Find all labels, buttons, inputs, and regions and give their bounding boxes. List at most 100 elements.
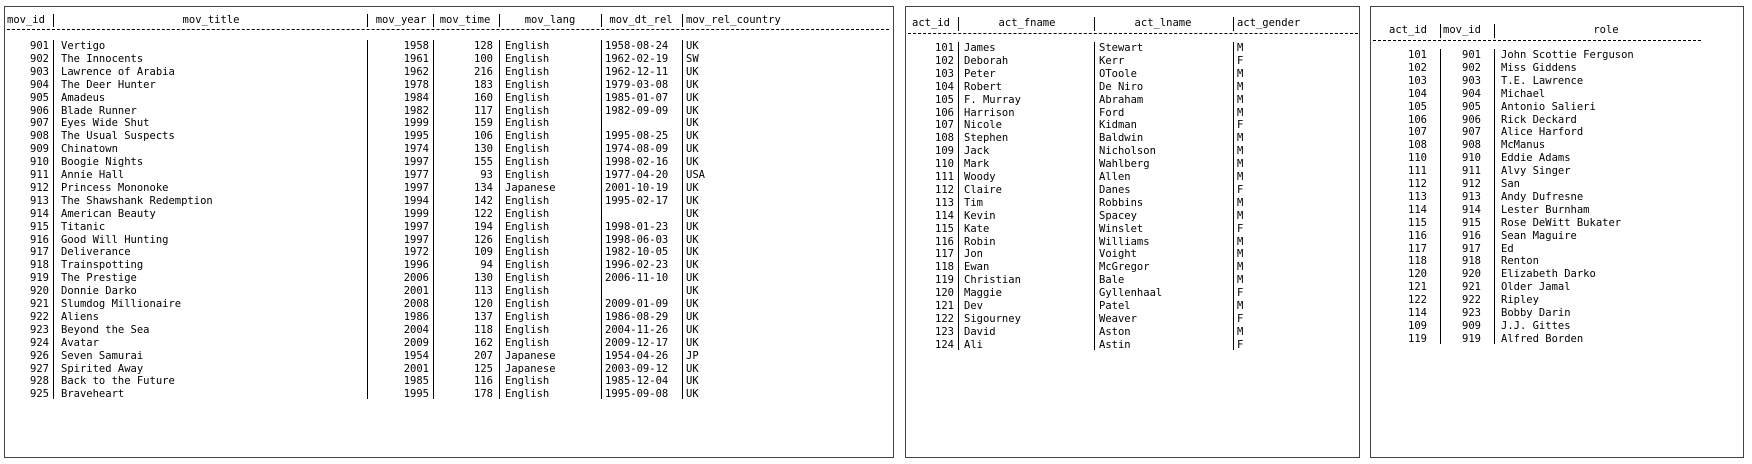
cell-mov-rel-country: UK bbox=[686, 298, 699, 310]
cell-mov-year: 1999 bbox=[403, 207, 429, 220]
column-divider bbox=[1094, 17, 1095, 31]
cell-mov-id: 917 bbox=[1462, 242, 1481, 255]
cell-mov-time: 137 bbox=[474, 310, 493, 323]
cell-act-fname: Harrison bbox=[964, 106, 1015, 119]
cell-mov-title: Boogie Nights bbox=[61, 156, 144, 169]
cell-mov-title: The Deer Hunter bbox=[61, 78, 156, 91]
cell-mov-rel-country: UK bbox=[686, 310, 699, 323]
column-divider bbox=[958, 42, 959, 350]
cell-mov-dt-rel: 1958-08-24 bbox=[605, 40, 669, 52]
cell-mov-time: 160 bbox=[474, 91, 493, 104]
cell-act-id: 115 bbox=[1408, 216, 1427, 229]
cell-mov-title: Chinatown bbox=[61, 143, 118, 156]
cell-mov-rel-country: UK bbox=[686, 323, 699, 336]
cell-act-id: 117 bbox=[1408, 242, 1427, 255]
cell-act-gender: F bbox=[1237, 119, 1244, 132]
cell-mov-dt-rel: 2006-11-10 bbox=[605, 272, 669, 285]
cell-mov-rel-country: UK bbox=[686, 233, 699, 246]
cell-act-fname: Ewan bbox=[964, 261, 990, 274]
cell-role: Ed bbox=[1501, 242, 1514, 255]
cell-mov-lang: English bbox=[505, 233, 550, 246]
cell-mov-year: 2001 bbox=[403, 285, 429, 298]
cell-role: Alvy Singer bbox=[1501, 165, 1571, 178]
cell-mov-rel-country: UK bbox=[686, 65, 699, 78]
cell-act-gender: M bbox=[1237, 209, 1244, 222]
cell-role: Alfred Borden bbox=[1501, 332, 1584, 345]
cell-act-gender: M bbox=[1237, 132, 1244, 145]
cell-act-lname: Stewart bbox=[1099, 42, 1144, 54]
cell-mov-lang: English bbox=[505, 336, 550, 349]
cell-mov-id: 901 bbox=[30, 40, 49, 52]
cell-act-gender: M bbox=[1237, 93, 1244, 106]
cell-act-lname: Gyllenhaal bbox=[1099, 287, 1163, 300]
cell-mov-rel-country: UK bbox=[686, 285, 699, 298]
cell-mov-dt-rel: 2009-12-17 bbox=[605, 336, 669, 349]
cell-role: Lester Burnham bbox=[1501, 203, 1590, 216]
cell-act-lname: McGregor bbox=[1099, 261, 1150, 274]
cell-mov-time: 118 bbox=[474, 323, 493, 336]
cell-act-lname: Voight bbox=[1099, 248, 1137, 261]
cell-mov-year: 1994 bbox=[403, 194, 429, 207]
column-divider bbox=[958, 17, 959, 31]
cell-mov-time: 178 bbox=[474, 388, 493, 401]
cell-act-id: 124 bbox=[935, 338, 954, 351]
cell-mov-rel-country: UK bbox=[686, 181, 699, 194]
cell-mov-rel-country: UK bbox=[686, 78, 699, 91]
cell-mov-year: 1997 bbox=[403, 156, 429, 169]
cell-mov-rel-country: UK bbox=[686, 375, 699, 388]
cell-act-fname: James bbox=[964, 42, 996, 54]
cell-act-fname: F. Murray bbox=[964, 93, 1021, 106]
cell-act-id: 114 bbox=[1408, 307, 1427, 319]
cell-role: San bbox=[1501, 178, 1520, 190]
cell-mov-rel-country: UK bbox=[686, 336, 699, 349]
movie-cast-table-panel: act_id mov_id role 101 901 John Scottie Fergu… bbox=[1370, 6, 1744, 458]
cell-mov-year: 1997 bbox=[403, 181, 429, 194]
cell-role: Miss Giddens bbox=[1501, 61, 1577, 74]
cell-mov-id: 902 bbox=[1462, 61, 1481, 74]
cell-mov-dt-rel: 1986-08-29 bbox=[605, 310, 669, 323]
cell-act-lname: OToole bbox=[1099, 67, 1137, 80]
column-divider bbox=[682, 40, 683, 400]
column-header-role: role bbox=[1593, 24, 1619, 36]
cell-act-id: 110 bbox=[935, 158, 954, 171]
cell-act-id: 104 bbox=[935, 80, 954, 93]
column-divider bbox=[433, 40, 434, 400]
cell-mov-id: 919 bbox=[30, 272, 49, 285]
cell-mov-time: 159 bbox=[474, 117, 493, 130]
cell-mov-dt-rel: 1996-02-23 bbox=[605, 259, 669, 272]
cell-mov-id: 914 bbox=[30, 207, 49, 220]
cell-mov-year: 1995 bbox=[403, 130, 429, 143]
cell-mov-title: Beyond the Sea bbox=[61, 323, 150, 336]
cell-act-fname: Deborah bbox=[964, 54, 1009, 67]
cell-act-lname: Baldwin bbox=[1099, 132, 1144, 145]
cell-mov-lang: English bbox=[505, 65, 550, 78]
cell-mov-time: 216 bbox=[474, 65, 493, 78]
cell-role: Bobby Darin bbox=[1501, 307, 1571, 319]
cell-mov-rel-country: UK bbox=[686, 272, 699, 285]
cell-mov-id: 913 bbox=[30, 194, 49, 207]
cell-mov-dt-rel: 2009-01-09 bbox=[605, 298, 669, 310]
cell-mov-dt-rel: 1995-08-25 bbox=[605, 130, 669, 143]
cell-mov-title: Slumdog Millionaire bbox=[61, 298, 182, 310]
column-divider bbox=[53, 40, 54, 400]
cell-mov-id: 915 bbox=[1462, 216, 1481, 229]
cell-act-fname: Claire bbox=[964, 183, 1002, 196]
cell-act-lname: Spacey bbox=[1099, 209, 1137, 222]
cell-act-id: 118 bbox=[1408, 255, 1427, 268]
cell-act-fname: Maggie bbox=[964, 287, 1002, 300]
cell-act-fname: Kevin bbox=[964, 209, 996, 222]
cell-mov-time: 106 bbox=[474, 130, 493, 143]
cell-act-lname: Williams bbox=[1099, 235, 1150, 248]
cell-act-id: 122 bbox=[1408, 294, 1427, 307]
cell-mov-dt-rel: 1982-10-05 bbox=[605, 246, 669, 259]
cell-act-id: 107 bbox=[1408, 126, 1427, 139]
cell-mov-time: 128 bbox=[474, 40, 493, 52]
cell-mov-lang: English bbox=[505, 388, 550, 401]
cell-mov-id: 903 bbox=[30, 65, 49, 78]
cell-act-gender: M bbox=[1237, 261, 1244, 274]
cell-role: Rick Deckard bbox=[1501, 113, 1577, 126]
cell-act-id: 102 bbox=[935, 54, 954, 67]
column-divider bbox=[1094, 42, 1095, 350]
cell-mov-id: 910 bbox=[30, 156, 49, 169]
cell-act-id: 113 bbox=[935, 196, 954, 209]
